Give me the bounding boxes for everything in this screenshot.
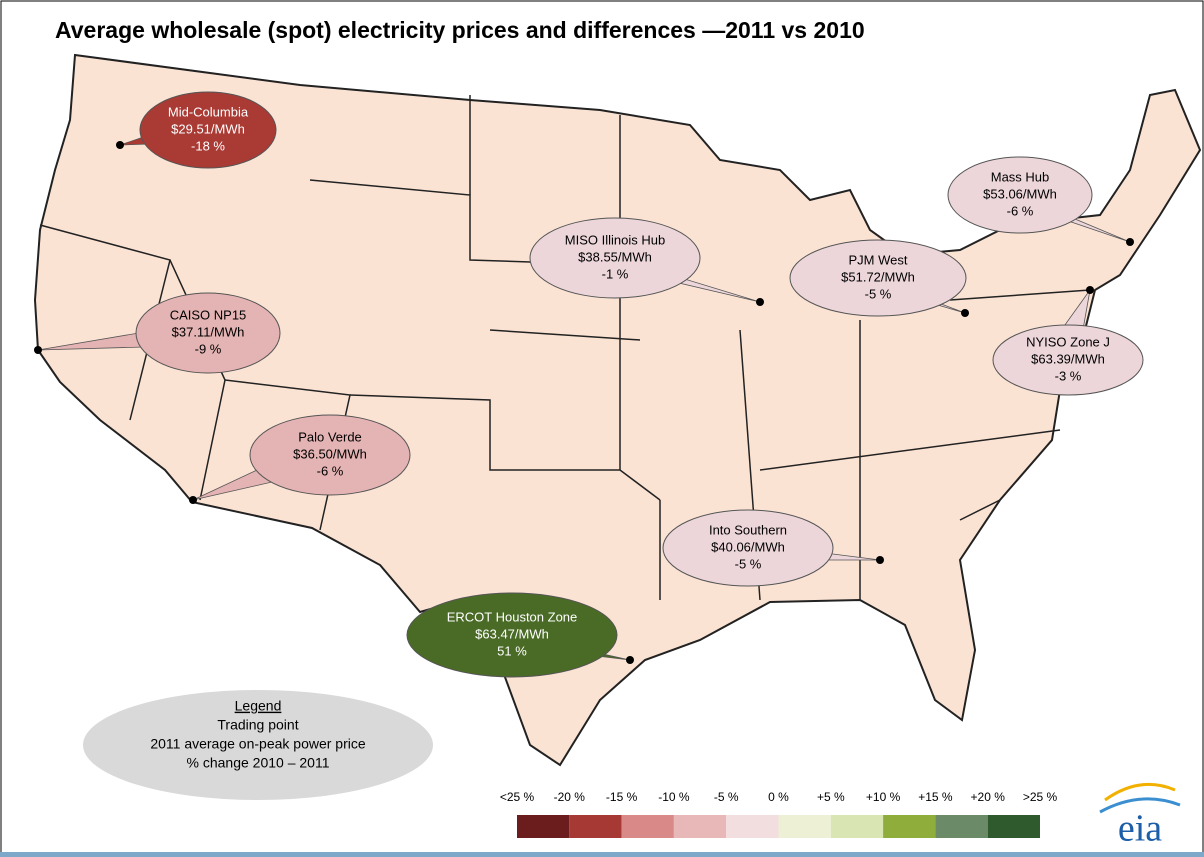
trading-point xyxy=(876,556,884,564)
legend-line: Trading point xyxy=(217,717,298,733)
callout-bubble xyxy=(992,324,1144,396)
point-name: CAISO NP15 xyxy=(170,307,247,322)
point-price: $63.39/MWh xyxy=(1031,351,1105,366)
bottom-bar xyxy=(0,852,1204,857)
scale-label: -10 % xyxy=(658,790,690,804)
trading-point xyxy=(626,656,634,664)
point-change: -1 % xyxy=(602,266,629,281)
chart-title: Average wholesale (spot) electricity pri… xyxy=(55,17,865,43)
scale-label: -5 % xyxy=(714,790,739,804)
logo-arc xyxy=(1104,782,1176,802)
point-price: $29.51/MWh xyxy=(171,121,245,136)
point-name: ERCOT Houston Zone xyxy=(447,609,578,624)
callout-bubble xyxy=(789,239,967,317)
trading-point xyxy=(116,141,124,149)
point-price: $51.72/MWh xyxy=(841,269,915,284)
point-change: -5 % xyxy=(735,556,762,571)
scale-label: >25 % xyxy=(1023,790,1058,804)
legend-bubble xyxy=(83,690,433,800)
trading-point xyxy=(189,496,197,504)
point-change: -9 % xyxy=(195,341,222,356)
callout-bubble xyxy=(135,292,281,374)
scale-label: -15 % xyxy=(606,790,638,804)
scale-swatch xyxy=(830,815,884,838)
us-outline xyxy=(33,53,1202,767)
scale-label: +5 % xyxy=(817,790,845,804)
point-name: Palo Verde xyxy=(298,429,362,444)
scale-swatch xyxy=(778,815,831,838)
callout-bubble xyxy=(406,592,618,678)
scale-swatch xyxy=(673,815,727,838)
callout-bubble xyxy=(662,509,834,587)
logo: eia xyxy=(1118,808,1162,850)
legend-line: % change 2010 – 2011 xyxy=(187,755,330,771)
scale-swatch xyxy=(987,815,1040,838)
trading-point xyxy=(756,298,764,306)
scale-label: <25 % xyxy=(500,790,535,804)
callout-bubble xyxy=(139,91,277,169)
scale-label: 0 % xyxy=(768,790,789,804)
trading-point xyxy=(34,346,42,354)
scale-swatch xyxy=(517,815,570,838)
point-price: $40.06/MWh xyxy=(711,539,785,554)
scale-swatch xyxy=(935,815,988,838)
scale-label: +15 % xyxy=(918,790,953,804)
scale-swatch xyxy=(569,815,622,838)
trading-point xyxy=(961,309,969,317)
legend-title: Legend xyxy=(235,698,282,714)
point-change: -18 % xyxy=(191,138,225,153)
point-name: Into Southern xyxy=(709,522,787,537)
scale-swatch xyxy=(621,815,674,838)
point-name: MISO Illinois Hub xyxy=(565,232,665,247)
scale-label: +20 % xyxy=(971,790,1006,804)
point-change: -5 % xyxy=(865,286,892,301)
trading-point xyxy=(1086,286,1094,294)
callout-bubble xyxy=(947,156,1093,234)
legend-line: 2011 average on-peak power price xyxy=(150,736,366,752)
point-change: -6 % xyxy=(317,463,344,478)
point-name: Mass Hub xyxy=(991,169,1050,184)
point-name: PJM West xyxy=(849,252,908,267)
point-change: -6 % xyxy=(1007,203,1034,218)
point-name: NYISO Zone J xyxy=(1026,334,1110,349)
callout-bubble xyxy=(529,217,701,299)
point-name: Mid-Columbia xyxy=(168,104,249,119)
scale-label: +10 % xyxy=(866,790,901,804)
point-price: $53.06/MWh xyxy=(983,186,1057,201)
point-change: -3 % xyxy=(1055,368,1082,383)
scale-swatch xyxy=(883,815,936,838)
point-price: $37.11/MWh xyxy=(172,324,245,339)
scale-swatch xyxy=(726,815,779,838)
callout-bubble xyxy=(249,414,411,496)
point-change: 51 % xyxy=(497,643,527,658)
scale-label: -20 % xyxy=(554,790,586,804)
trading-point xyxy=(1126,238,1134,246)
point-price: $36.50/MWh xyxy=(293,446,367,461)
point-price: $63.47/MWh xyxy=(475,626,549,641)
logo-arc xyxy=(1099,797,1181,814)
point-price: $38.55/MWh xyxy=(578,249,652,264)
